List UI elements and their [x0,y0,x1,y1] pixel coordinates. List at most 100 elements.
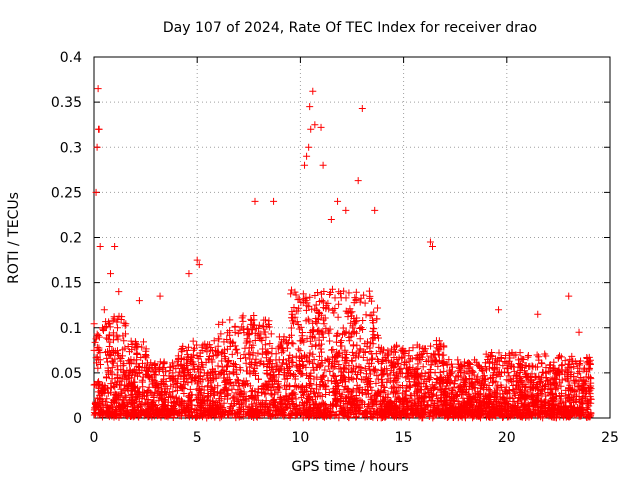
data-point [115,288,123,296]
data-point [208,356,216,364]
data-point [232,346,240,354]
data-point [555,392,563,400]
data-point [135,297,143,305]
data-point [250,321,258,329]
data-point [261,403,269,411]
data-point [303,152,311,160]
data-point [295,304,303,312]
data-point [398,370,406,378]
data-point [126,396,134,404]
data-point [345,289,353,297]
data-point [509,394,517,402]
data-point [309,87,317,95]
data-point [358,104,366,112]
data-point [405,368,413,376]
data-point [107,384,115,392]
data-point [173,387,181,395]
data-point [255,334,263,342]
data-point [288,310,296,318]
data-point [490,377,498,385]
data-point [265,317,273,325]
data-point [291,412,299,420]
data-point [430,350,438,358]
data-point [329,364,337,372]
data-point [279,356,287,364]
data-point [156,292,164,300]
data-point [151,371,159,379]
data-point [283,375,291,383]
data-point [429,358,437,366]
data-point [546,361,554,369]
data-point [432,356,440,364]
y-tick-label: 0.4 [60,50,82,66]
data-point [504,369,512,377]
data-point [246,382,254,390]
data-point [583,405,591,413]
data-point [308,342,316,350]
data-point [228,385,236,393]
data-point [225,375,233,383]
data-point [107,402,115,410]
data-point [339,324,347,332]
data-point [430,402,438,410]
data-point [538,360,546,368]
data-point [528,376,536,384]
data-point [251,329,259,337]
data-point [292,291,300,299]
data-point [334,197,342,205]
data-point [343,412,351,420]
data-point [406,392,414,400]
data-point [186,385,194,393]
data-point [361,299,369,307]
data-point [104,368,112,376]
data-point [350,328,358,336]
data-point [565,292,573,300]
data-point [268,350,276,358]
data-point [128,390,136,398]
data-point [92,335,100,343]
data-point [113,324,121,332]
data-point [148,378,156,386]
data-point [139,392,147,400]
data-point [313,289,321,297]
data-point [132,366,140,374]
data-point [357,397,365,405]
data-point [406,382,414,390]
data-point [370,308,378,316]
data-point [549,397,557,405]
data-point [394,389,402,397]
data-point [272,378,280,386]
data-point [136,391,144,399]
data-point [305,143,313,151]
data-point [287,314,295,322]
data-point [548,389,556,397]
data-point [491,366,499,374]
data-point [219,318,227,326]
data-point [388,384,396,392]
data-point [570,387,578,395]
data-point [439,400,447,408]
data-point [371,206,379,214]
data-point [413,387,421,395]
data-point [204,393,212,401]
data-point [427,361,435,369]
data-point [372,379,380,387]
data-point [317,345,325,353]
data-point [241,344,249,352]
data-point [134,362,142,370]
data-point [535,356,543,364]
data-point [479,367,487,375]
data-point [543,377,551,385]
data-point [242,354,250,362]
data-point [363,356,371,364]
data-point [214,362,222,370]
data-point [324,362,332,370]
data-point [227,400,235,408]
data-point [274,367,282,375]
data-point [120,337,128,345]
data-point [234,397,242,405]
data-point [306,372,314,380]
data-point [266,400,274,408]
y-tick-label: 0.25 [51,185,82,201]
data-point [249,341,257,349]
